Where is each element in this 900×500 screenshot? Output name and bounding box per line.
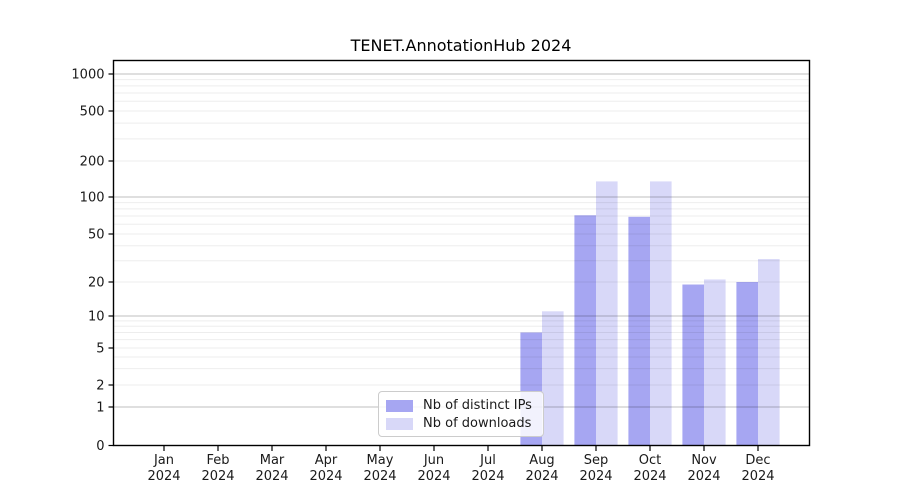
x-tick-label-month: Jul — [479, 453, 496, 468]
chart-title: TENET.AnnotationHub 2024 — [350, 36, 572, 55]
bar-dec-downloads — [758, 259, 780, 446]
x-tick-label-month: Sep — [584, 453, 609, 468]
x-tick-label-year: 2024 — [147, 469, 180, 484]
x-tick-label-year: 2024 — [687, 469, 720, 484]
bar-dec-distinct-ips — [736, 282, 758, 446]
y-tick-label: 0 — [96, 439, 104, 454]
legend-label: Nb of downloads — [423, 416, 532, 431]
x-tick-label-year: 2024 — [309, 469, 342, 484]
y-tick-label: 2 — [96, 379, 104, 394]
y-tick-label: 1000 — [71, 68, 104, 83]
y-tick-label: 100 — [80, 191, 105, 206]
x-tick-label-month: Apr — [315, 453, 338, 468]
bar-aug-downloads — [542, 311, 564, 446]
x-tick-label-month: Dec — [745, 453, 770, 468]
x-tick-label-year: 2024 — [579, 469, 612, 484]
legend: Nb of distinct IPs Nb of downloads — [378, 391, 544, 437]
gridlines-layer — [114, 73, 809, 408]
y-tick-label: 50 — [88, 228, 105, 243]
bar-nov-distinct-ips — [682, 284, 704, 446]
y-tick-label: 500 — [80, 105, 105, 120]
x-tick-label-month: May — [367, 453, 394, 468]
bars-layer — [520, 181, 780, 446]
legend-item: Nb of downloads — [386, 415, 535, 433]
y-tick-label: 20 — [88, 276, 105, 291]
x-tick-label-year: 2024 — [525, 469, 558, 484]
bar-sep-distinct-ips — [574, 215, 596, 446]
bar-oct-distinct-ips — [628, 216, 650, 446]
x-tick-label-month: Jun — [423, 453, 444, 468]
y-tick-label: 5 — [96, 342, 104, 357]
y-tick-label: 10 — [88, 310, 105, 325]
x-tick-label-month: Jan — [153, 453, 174, 468]
x-tick-label-year: 2024 — [363, 469, 396, 484]
x-tick-label-year: 2024 — [471, 469, 504, 484]
legend-swatch — [386, 418, 413, 430]
y-tick-label: 1 — [96, 401, 104, 416]
axis-labels-layer: 01251020501002005001000Jan2024Feb2024Mar… — [71, 68, 774, 485]
legend-swatch — [386, 400, 413, 412]
bar-nov-downloads — [704, 279, 726, 446]
x-tick-label-month: Aug — [529, 453, 554, 468]
axes-layer — [108, 59, 811, 451]
x-tick-label-year: 2024 — [201, 469, 234, 484]
legend-label: Nb of distinct IPs — [423, 398, 532, 413]
y-tick-label: 200 — [80, 155, 105, 170]
plot-frame — [112, 59, 811, 447]
x-tick-label-month: Mar — [260, 453, 285, 468]
x-tick-label-year: 2024 — [741, 469, 774, 484]
x-tick-label-month: Nov — [691, 453, 717, 468]
x-tick-label-year: 2024 — [633, 469, 666, 484]
legend-item: Nb of distinct IPs — [386, 397, 535, 415]
bar-sep-downloads — [596, 181, 618, 446]
x-tick-label-month: Oct — [639, 453, 661, 468]
x-tick-label-year: 2024 — [255, 469, 288, 484]
bar-oct-downloads — [650, 181, 672, 446]
x-tick-label-month: Feb — [206, 453, 229, 468]
x-tick-label-year: 2024 — [417, 469, 450, 484]
